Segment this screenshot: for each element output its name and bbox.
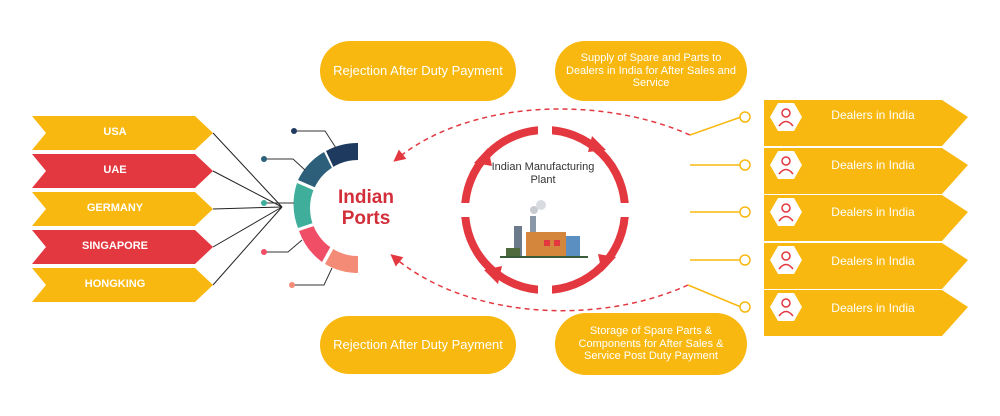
dealer-icon-1 (770, 103, 802, 131)
dealer-label-2: Dealers in India (831, 158, 915, 172)
country-arrow-hongking (32, 268, 213, 302)
pill-storage-spares: Storage of Spare Parts & Components for … (555, 313, 747, 375)
dealer-lines (687, 116, 742, 308)
dealer-label-4: Dealers in India (831, 254, 915, 268)
pill-rejection-bottom: Rejection After Duty Payment (320, 316, 516, 374)
plant-cycle (459, 124, 631, 296)
indian-ports-title: Indian Ports (338, 187, 394, 229)
pill-rejection-top: Rejection After Duty Payment (320, 41, 516, 101)
ring-callouts (264, 130, 337, 286)
dealer-arrow-3 (764, 195, 968, 241)
dealer-arrow-2 (764, 148, 968, 194)
plant-title: Indian Manufacturing Plant (491, 161, 595, 186)
ports-ring (293, 142, 406, 273)
pill-supply-spares: Supply of Spare and Parts to Dealers in … (555, 41, 747, 101)
dealer-icons (770, 103, 802, 321)
dealer-label-3: Dealers in India (831, 205, 915, 219)
dealer-label-1: Dealers in India (831, 108, 915, 122)
dealer-icon-4 (770, 246, 802, 274)
country-label-uae: UAE (103, 164, 127, 176)
country-label-hongking: HONGKING (84, 278, 146, 290)
dealer-arrow-1 (764, 100, 968, 146)
country-arrows (32, 116, 213, 302)
dealer-icon-3 (770, 198, 802, 226)
dealer-arrows (764, 100, 968, 336)
dashed-flow-top (393, 108, 691, 162)
dealer-arrow-5 (764, 290, 968, 336)
country-arrow-germany (32, 192, 213, 226)
dealer-arrow-4 (764, 243, 968, 289)
country-label-germany: GERMANY (86, 202, 144, 214)
country-label-singapore: SINGAPORE (81, 240, 148, 252)
dealer-label-5: Dealers in India (831, 301, 915, 315)
dealer-icon-2 (770, 151, 802, 179)
country-arrow-singapore (32, 230, 213, 264)
country-arrow-uae (32, 154, 213, 188)
dealer-connector-dots (739, 111, 751, 313)
country-label-usa: USA (103, 126, 127, 138)
converging-lines (212, 132, 283, 286)
country-arrow-usa (32, 116, 213, 150)
dealer-icon-5 (770, 293, 802, 321)
factory-icon (500, 200, 588, 258)
dashed-flow-bottom (390, 254, 689, 312)
callout-dots (261, 128, 297, 288)
